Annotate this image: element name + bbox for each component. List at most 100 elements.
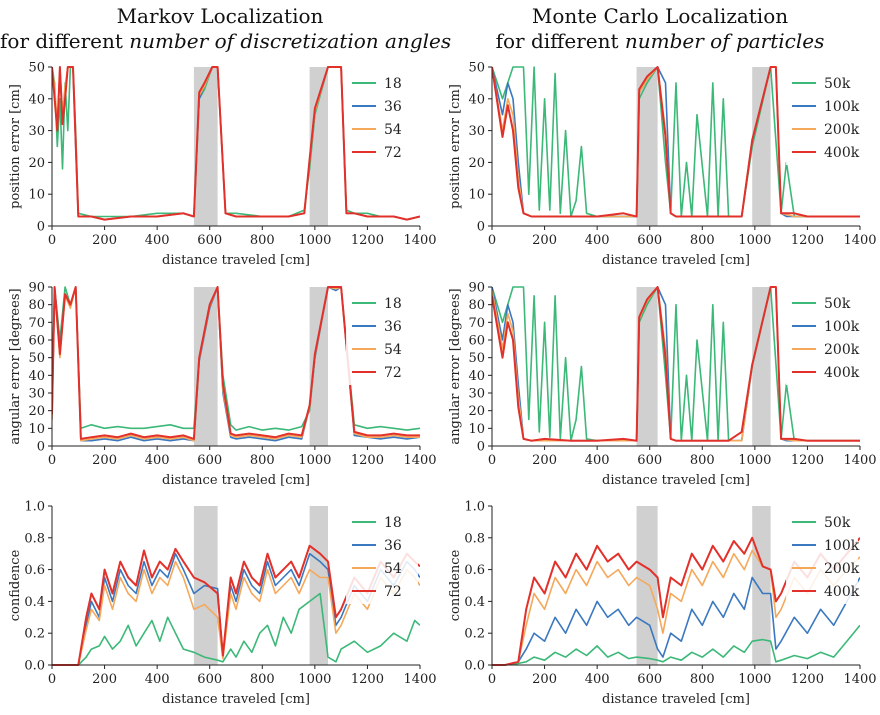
shaded-region-1 — [309, 67, 328, 226]
legend-label-400k: 400k — [824, 145, 860, 161]
y-tick-label: 70 — [28, 316, 45, 331]
x-tick-label: 1200 — [351, 233, 384, 248]
x-axis-label: distance traveled [cm] — [162, 692, 310, 707]
y-tick-label: 60 — [468, 334, 485, 349]
y-tick-label: 0.0 — [464, 659, 485, 674]
legend-label-36: 36 — [384, 538, 402, 554]
y-tick-label: 40 — [468, 92, 485, 107]
x-tick-label: 800 — [250, 233, 275, 248]
y-tick-label: 0 — [37, 440, 45, 455]
y-tick-label: 10 — [468, 188, 485, 203]
x-tick-label: 1200 — [791, 453, 824, 468]
series-line-54 — [52, 560, 420, 666]
legend: 50k 100k 200k 400k — [786, 69, 860, 165]
legend-label-400k: 400k — [824, 584, 860, 600]
legend-label-50k: 50k — [824, 515, 851, 531]
y-tick-label: 0.0 — [24, 659, 45, 674]
x-tick-label: 1000 — [298, 672, 331, 687]
y-tick-label: 80 — [28, 298, 45, 313]
legend-label-100k: 100k — [824, 538, 860, 554]
series-line-50k — [492, 66, 860, 218]
y-tick-label: 90 — [468, 281, 485, 296]
x-tick-label: 200 — [532, 453, 557, 468]
y-tick-label: 20 — [468, 156, 485, 171]
shaded-region-0 — [636, 506, 658, 665]
legend-label-36: 36 — [384, 99, 402, 115]
x-tick-label: 200 — [92, 672, 117, 687]
x-tick-label: 600 — [637, 672, 662, 687]
legend-label-50k: 50k — [824, 296, 851, 312]
legend-label-400k: 400k — [824, 365, 860, 381]
series-line-50k — [492, 624, 860, 666]
legend-label-72: 72 — [384, 584, 402, 600]
mcl-column-title: Monte Carlo Localization for different n… — [440, 4, 880, 54]
x-tick-label: 800 — [250, 453, 275, 468]
legend-label-50k: 50k — [824, 76, 851, 92]
x-tick-label: 1400 — [843, 453, 876, 468]
mcl-title-emphasis: number of particles — [624, 29, 825, 53]
x-tick-label: 1000 — [298, 233, 331, 248]
x-tick-label: 1400 — [843, 233, 876, 248]
x-tick-label: 1400 — [403, 233, 436, 248]
y-tick-label: 20 — [28, 404, 45, 419]
series-line-400k — [492, 66, 860, 218]
y-tick-label: 50 — [28, 351, 45, 366]
x-tick-label: 1400 — [403, 672, 436, 687]
y-tick-label: 1.0 — [24, 500, 45, 515]
x-tick-label: 200 — [92, 233, 117, 248]
x-tick-label: 400 — [145, 672, 170, 687]
legend: 50k 100k 200k 400k — [786, 289, 860, 385]
x-tick-label: 400 — [145, 233, 170, 248]
x-axis-label: distance traveled [cm] — [602, 692, 750, 707]
legend-label-18: 18 — [384, 76, 402, 92]
legend-box — [786, 69, 858, 165]
y-tick-label: 30 — [28, 387, 45, 402]
markov-position-error-chart: 0 200 400 600 800 1000 1200 1400 0 10 20 30 40 50 dist… — [8, 61, 437, 269]
x-tick-label: 800 — [690, 672, 715, 687]
series-line-72 — [52, 66, 420, 221]
x-tick-label: 400 — [585, 672, 610, 687]
y-axis-label: position error [cm] — [8, 84, 23, 209]
series-line-18 — [52, 592, 420, 666]
y-tick-label: 60 — [28, 334, 45, 349]
y-tick-label: 0 — [477, 440, 485, 455]
x-tick-label: 0 — [48, 453, 56, 468]
y-tick-label: 0.8 — [464, 531, 485, 546]
legend-label-200k: 200k — [824, 122, 860, 138]
y-tick-label: 40 — [468, 369, 485, 384]
y-tick-label: 50 — [468, 351, 485, 366]
x-tick-label: 800 — [250, 672, 275, 687]
y-tick-label: 10 — [28, 422, 45, 437]
legend-label-54: 54 — [384, 561, 402, 577]
series-group — [492, 66, 860, 218]
y-tick-label: 0.6 — [24, 563, 45, 578]
y-tick-label: 0 — [477, 220, 485, 235]
y-tick-label: 90 — [28, 281, 45, 296]
markov-title-line1: Markov Localization — [116, 4, 324, 28]
series-line-72 — [52, 544, 420, 666]
legend: 50k 100k 200k 400k — [786, 508, 860, 604]
y-axis-label: position error [cm] — [448, 84, 463, 209]
y-tick-label: 0.8 — [24, 531, 45, 546]
y-tick-label: 30 — [468, 387, 485, 402]
x-tick-label: 600 — [197, 453, 222, 468]
y-tick-label: 1.0 — [464, 500, 485, 515]
markov-title-emphasis: number of discretization angles — [129, 29, 452, 53]
x-tick-label: 600 — [637, 453, 662, 468]
legend-label-100k: 100k — [824, 319, 860, 335]
y-axis-label: confidence — [8, 549, 23, 621]
shaded-region-0 — [636, 67, 658, 226]
y-tick-label: 80 — [468, 298, 485, 313]
x-axis-label: distance traveled [cm] — [162, 253, 310, 268]
series-line-100k — [492, 576, 860, 666]
x-tick-label: 0 — [48, 233, 56, 248]
y-tick-label: 40 — [28, 92, 45, 107]
mcl-confidence-chart: 0 200 400 600 800 1000 1200 1400 0.0 0.2 0.4 0.6 0.8… — [448, 500, 877, 708]
shaded-region-1 — [752, 67, 771, 226]
y-axis-label: confidence — [448, 549, 463, 621]
legend: 18 36 54 72 — [346, 69, 418, 165]
shaded-region-0 — [193, 67, 218, 226]
series-group — [492, 536, 860, 666]
x-tick-label: 0 — [488, 672, 496, 687]
y-tick-label: 30 — [28, 124, 45, 139]
